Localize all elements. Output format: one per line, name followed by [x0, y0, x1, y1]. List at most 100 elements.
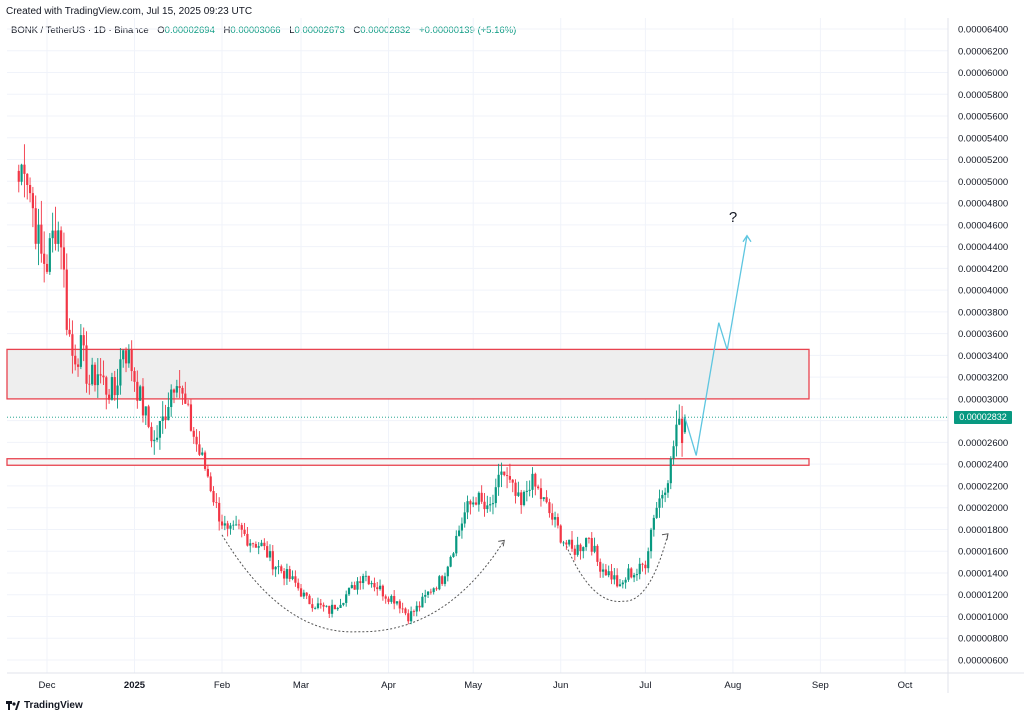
- candle-body: [644, 564, 647, 569]
- price-tick-label: 0.00002600: [958, 438, 1008, 449]
- tradingview-brand: TradingView: [24, 700, 83, 711]
- candle-body: [590, 538, 593, 552]
- close-value: 0.00002832: [360, 25, 411, 36]
- candle-body: [93, 364, 97, 386]
- candle-body: [147, 406, 150, 427]
- change-value: +0.00000139 (+5.16%): [419, 25, 517, 36]
- candle-body: [153, 439, 156, 442]
- time-tick-label: Aug: [724, 680, 741, 691]
- time-tick-label: Jul: [639, 680, 651, 691]
- price-tick-label: 0.00001600: [958, 547, 1008, 558]
- price-tick-label: 0.00004600: [958, 220, 1008, 231]
- candle-body: [249, 543, 252, 546]
- candle-body: [483, 501, 486, 510]
- candle-body: [237, 524, 241, 526]
- candle-body: [113, 377, 116, 396]
- candle-body: [20, 164, 23, 182]
- candle-body: [198, 444, 201, 455]
- candle-body: [76, 364, 80, 367]
- candle-body: [325, 605, 328, 607]
- candle-body: [384, 596, 387, 599]
- candle-body: [525, 490, 528, 492]
- candle-body: [161, 416, 164, 421]
- price-tick-label: 0.00005000: [958, 177, 1008, 188]
- candle-body: [212, 491, 215, 503]
- symbol-label: BONK / TetherUS · 1D · Binance: [11, 25, 149, 36]
- candle-body: [23, 164, 26, 174]
- high-value: 0.00003066: [230, 25, 281, 36]
- candle-body: [638, 563, 641, 575]
- candles: [17, 144, 687, 625]
- candle-body: [314, 608, 317, 609]
- candle-body: [573, 548, 576, 555]
- price-tick-label: 0.00003800: [958, 307, 1008, 318]
- projection-path: [684, 235, 748, 456]
- candle-body: [429, 591, 432, 593]
- price-tick-label: 0.00005200: [958, 155, 1008, 166]
- candle-body: [548, 502, 551, 514]
- candle-body: [649, 529, 653, 552]
- candle-body: [664, 492, 667, 495]
- candle-body: [683, 417, 687, 433]
- candle-body: [469, 501, 472, 505]
- candle-body: [350, 585, 353, 589]
- candle-body: [246, 533, 249, 546]
- candle-body: [51, 230, 54, 239]
- candle-body: [675, 424, 678, 447]
- candle-body: [48, 238, 51, 272]
- candle-body: [302, 592, 305, 597]
- candle-body: [624, 579, 627, 583]
- candle-body: [424, 594, 427, 597]
- candle-body: [82, 335, 85, 346]
- arcs: [221, 533, 669, 633]
- arc-arrowhead: [661, 533, 669, 540]
- candle-body: [632, 575, 636, 578]
- time-tick-label: 2025: [124, 680, 146, 691]
- candle-body: [438, 576, 441, 590]
- candle-body: [232, 524, 235, 526]
- price-tick-label: 0.00004800: [958, 199, 1008, 210]
- candle-body: [294, 576, 297, 583]
- high-key: H: [223, 25, 231, 36]
- candle-body: [410, 611, 413, 622]
- candle-body: [570, 539, 574, 549]
- candle-body: [604, 569, 607, 576]
- price-tick-label: 0.00001800: [958, 525, 1008, 536]
- tradingview-logo-icon: [6, 701, 20, 710]
- price-tick-label: 0.00005800: [958, 90, 1008, 101]
- candle-body: [511, 479, 514, 483]
- candle-body: [401, 608, 404, 610]
- price-tick-label: 0.00002400: [958, 460, 1008, 471]
- candle-body: [421, 596, 424, 608]
- candle-body: [367, 575, 370, 585]
- candle-body: [71, 334, 74, 356]
- candle-body: [528, 489, 531, 491]
- candle-body: [601, 569, 605, 572]
- candle-body: [362, 575, 365, 584]
- candle-body: [356, 581, 359, 590]
- candle-body: [359, 581, 362, 584]
- candle-body: [412, 611, 416, 612]
- candle-body: [553, 517, 557, 520]
- candle-body: [404, 608, 407, 614]
- candle-body: [330, 604, 334, 614]
- candle-body: [432, 588, 435, 593]
- candle-body: [647, 551, 650, 569]
- price-tick-label: 0.00003200: [958, 373, 1008, 384]
- candle-body: [517, 492, 520, 496]
- candle-body: [641, 563, 644, 565]
- price-tick-label: 0.00004200: [958, 264, 1008, 275]
- candle-body: [381, 585, 384, 597]
- candle-body: [28, 184, 32, 194]
- time-tick-label: May: [464, 680, 482, 691]
- open-key: O: [157, 25, 165, 36]
- candle-body: [562, 542, 565, 544]
- footer: TradingView: [6, 700, 83, 711]
- candle-body: [266, 546, 269, 558]
- candle-body: [539, 488, 543, 500]
- candle-body: [328, 605, 331, 614]
- candle-body: [347, 588, 351, 595]
- candle-body: [443, 576, 447, 584]
- candle-body: [376, 587, 379, 590]
